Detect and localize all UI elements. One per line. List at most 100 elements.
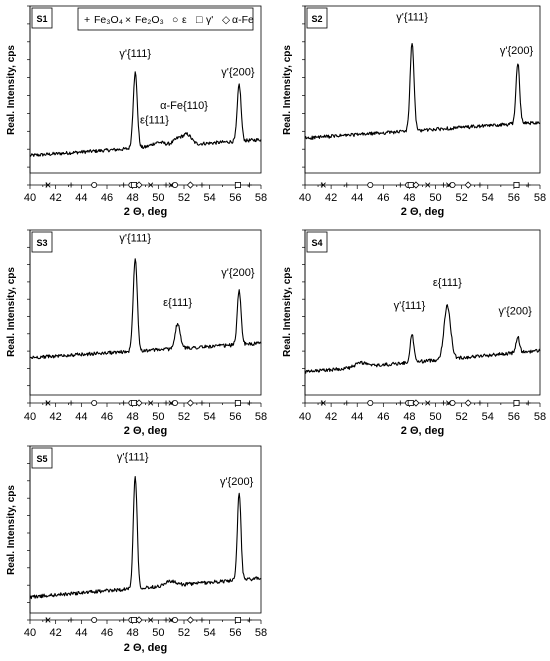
peak-annotation: ε{111} (433, 277, 462, 289)
fe2o3-marker (320, 182, 326, 188)
spectrum-line (304, 304, 541, 374)
fe3o4-marker (397, 400, 403, 406)
x-tick-label: 58 (255, 192, 267, 204)
x-tick-label: 44 (75, 411, 87, 423)
panel-label-box (31, 231, 53, 253)
legend-symbol: □ (196, 14, 203, 26)
fe3o4-marker (440, 182, 446, 188)
gamma-prime-marker (234, 181, 241, 188)
spectrum-line (304, 42, 541, 140)
panel-label-box (31, 447, 53, 469)
peak-annotation: γ'{200} (221, 267, 255, 279)
x-tick-label: 44 (351, 192, 363, 204)
x-axis-title: 2 Θ, deg (124, 425, 167, 437)
legend-label: Fe₃O₄ (94, 14, 123, 26)
fe3o4-marker (246, 617, 252, 623)
alpha-fe-marker (412, 181, 420, 189)
epsilon-marker (172, 399, 179, 406)
epsilon-marker (367, 399, 374, 406)
fe2o3-marker (425, 182, 431, 188)
x-tick-label: 56 (229, 192, 241, 204)
x-tick-label: 48 (403, 411, 415, 423)
fe2o3-marker (45, 182, 51, 188)
panel-s3: 40 42 44 46 48 50 52 54 56 58 S3 2 Θ, deg Real. Inte… (6, 229, 267, 437)
fe3o4-marker (199, 617, 205, 623)
x-tick-label: 40 (24, 627, 36, 639)
fe2o3-marker (148, 182, 154, 188)
x-axis-title: 2 Θ, deg (401, 425, 444, 437)
epsilon-marker (91, 399, 98, 406)
fe3o4-marker (397, 182, 403, 188)
x-tick-label: 52 (178, 411, 190, 423)
panel-s4: 40 42 44 46 48 50 52 54 56 58 S4 2 Θ, deg Real. Inte… (282, 229, 546, 437)
x-tick-label: 48 (127, 192, 139, 204)
x-axis-title: 2 Θ, deg (401, 206, 444, 218)
alpha-fe-marker (135, 616, 143, 624)
spectrum-line (29, 476, 262, 600)
x-tick-label: 46 (101, 411, 113, 423)
panel-label-box (306, 231, 328, 253)
fe3o4-marker (246, 400, 252, 406)
panel-s1: 40 42 44 46 48 50 52 54 56 58 S1 2 Θ, deg Real. Inte… (6, 5, 267, 218)
fe3o4-marker (199, 182, 205, 188)
legend-label: ε (182, 14, 187, 26)
y-axis-title: Real. Intensity, cps (282, 267, 293, 357)
x-tick-label: 46 (377, 192, 389, 204)
fe3o4-marker (121, 617, 127, 623)
x-tick-label: 50 (429, 411, 441, 423)
x-tick-label: 58 (534, 192, 546, 204)
fe3o4-marker (477, 400, 483, 406)
x-tick-label: 52 (456, 192, 468, 204)
fe3o4-marker (525, 182, 531, 188)
peak-annotation: γ'{200} (221, 67, 255, 79)
fe3o4-marker (163, 182, 169, 188)
x-tick-label: 44 (75, 627, 87, 639)
x-tick-label: 56 (508, 411, 520, 423)
epsilon-marker (91, 617, 98, 624)
fe3o4-marker (163, 617, 169, 623)
x-tick-label: 54 (482, 192, 494, 204)
x-tick-label: 52 (178, 192, 190, 204)
peak-annotation: α-Fe{110} (160, 100, 208, 112)
x-tick-label: 40 (299, 192, 311, 204)
x-tick-label: 46 (101, 627, 113, 639)
x-tick-label: 58 (255, 627, 267, 639)
fe3o4-marker (440, 400, 446, 406)
x-tick-label: 48 (403, 192, 415, 204)
x-tick-label: 54 (204, 192, 216, 204)
fe2o3-marker (148, 400, 154, 406)
x-tick-label: 54 (482, 411, 494, 423)
alpha-fe-marker (135, 399, 143, 407)
x-tick-label: 40 (24, 411, 36, 423)
fe2o3-marker (148, 617, 154, 623)
x-tick-label: 40 (299, 411, 311, 423)
x-tick-label: 46 (101, 192, 113, 204)
peak-annotation: γ'{111} (396, 12, 428, 24)
x-tick-label: 48 (127, 627, 139, 639)
peak-annotation: γ'{111} (394, 300, 426, 312)
legend-box (77, 7, 254, 31)
peak-annotation: ε{111} (163, 297, 192, 309)
fe3o4-marker (525, 400, 531, 406)
fe2o3-marker (320, 400, 326, 406)
panel-s2: 40 42 44 46 48 50 52 54 56 58 S2 2 Θ, deg Real. Inte… (282, 5, 546, 218)
epsilon-marker (172, 181, 179, 188)
panels-layer: 40 42 44 46 48 50 52 54 56 58 S1 2 Θ, deg Real. Inte… (6, 5, 546, 654)
peak-annotation: γ'{111} (119, 232, 151, 244)
peak-annotation: γ'{111} (119, 48, 151, 60)
peak-annotation: γ'{111} (117, 452, 149, 464)
panel-label-box (31, 7, 53, 29)
fe3o4-marker (246, 182, 252, 188)
x-tick-label: 50 (152, 411, 164, 423)
fe3o4-marker (199, 400, 205, 406)
x-tick-label: 50 (429, 192, 441, 204)
fe3o4-marker (68, 182, 74, 188)
x-tick-label: 42 (50, 192, 62, 204)
peak-annotation: ε{111} (140, 115, 169, 127)
x-tick-label: 54 (204, 411, 216, 423)
legend-symbol: × (125, 14, 131, 26)
x-tick-label: 50 (152, 627, 164, 639)
panel-label: S1 (36, 14, 47, 24)
spectrum-line (29, 71, 262, 157)
panel-label-box (306, 7, 328, 29)
